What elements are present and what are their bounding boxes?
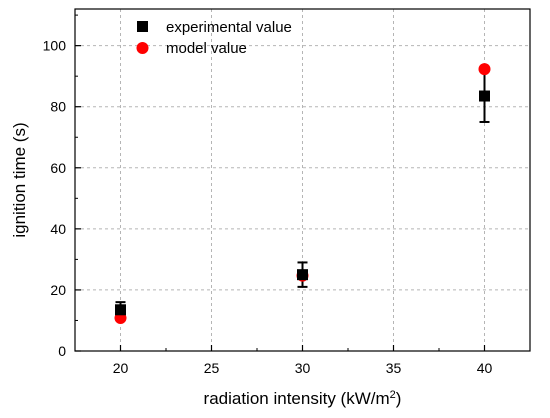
legend: experimental value model value [136,19,292,57]
x-tick-label: 40 [477,360,493,376]
y-tick-label: 100 [43,38,67,54]
legend-label-experimental: experimental value [166,19,292,36]
y-tick-label: 80 [50,99,66,115]
y-tick-label: 20 [50,282,66,298]
experimental-point [479,90,490,102]
grid [75,9,530,351]
tick-labels: 20 25 30 35 40 0 20 40 60 80 100 [43,38,493,376]
x-tick-label: 35 [386,360,402,376]
data-series [114,63,491,325]
x-axis-title-main: radiation intensity (kW/m [204,389,390,408]
legend-marker-experimental [137,21,148,32]
legend-marker-model [136,42,149,54]
legend-label-model: model value [166,40,247,57]
axis-ticks [75,14,486,352]
y-axis-title: ignition time (s) [10,122,29,237]
x-axis-title: radiation intensity (kW/m2) [204,389,402,408]
experimental-point [115,304,126,316]
x-tick-label: 30 [295,360,311,376]
model-point [478,63,491,76]
y-tick-label: 40 [50,221,66,237]
x-tick-label: 20 [113,360,129,376]
experimental-point [297,269,308,281]
y-tick-label: 0 [58,343,66,359]
x-axis-title-sup: 2 [390,389,396,401]
x-axis-title-suffix: ) [396,389,402,408]
y-tick-label: 60 [50,160,66,176]
x-tick-label: 25 [204,360,220,376]
plot-frame [74,8,531,352]
